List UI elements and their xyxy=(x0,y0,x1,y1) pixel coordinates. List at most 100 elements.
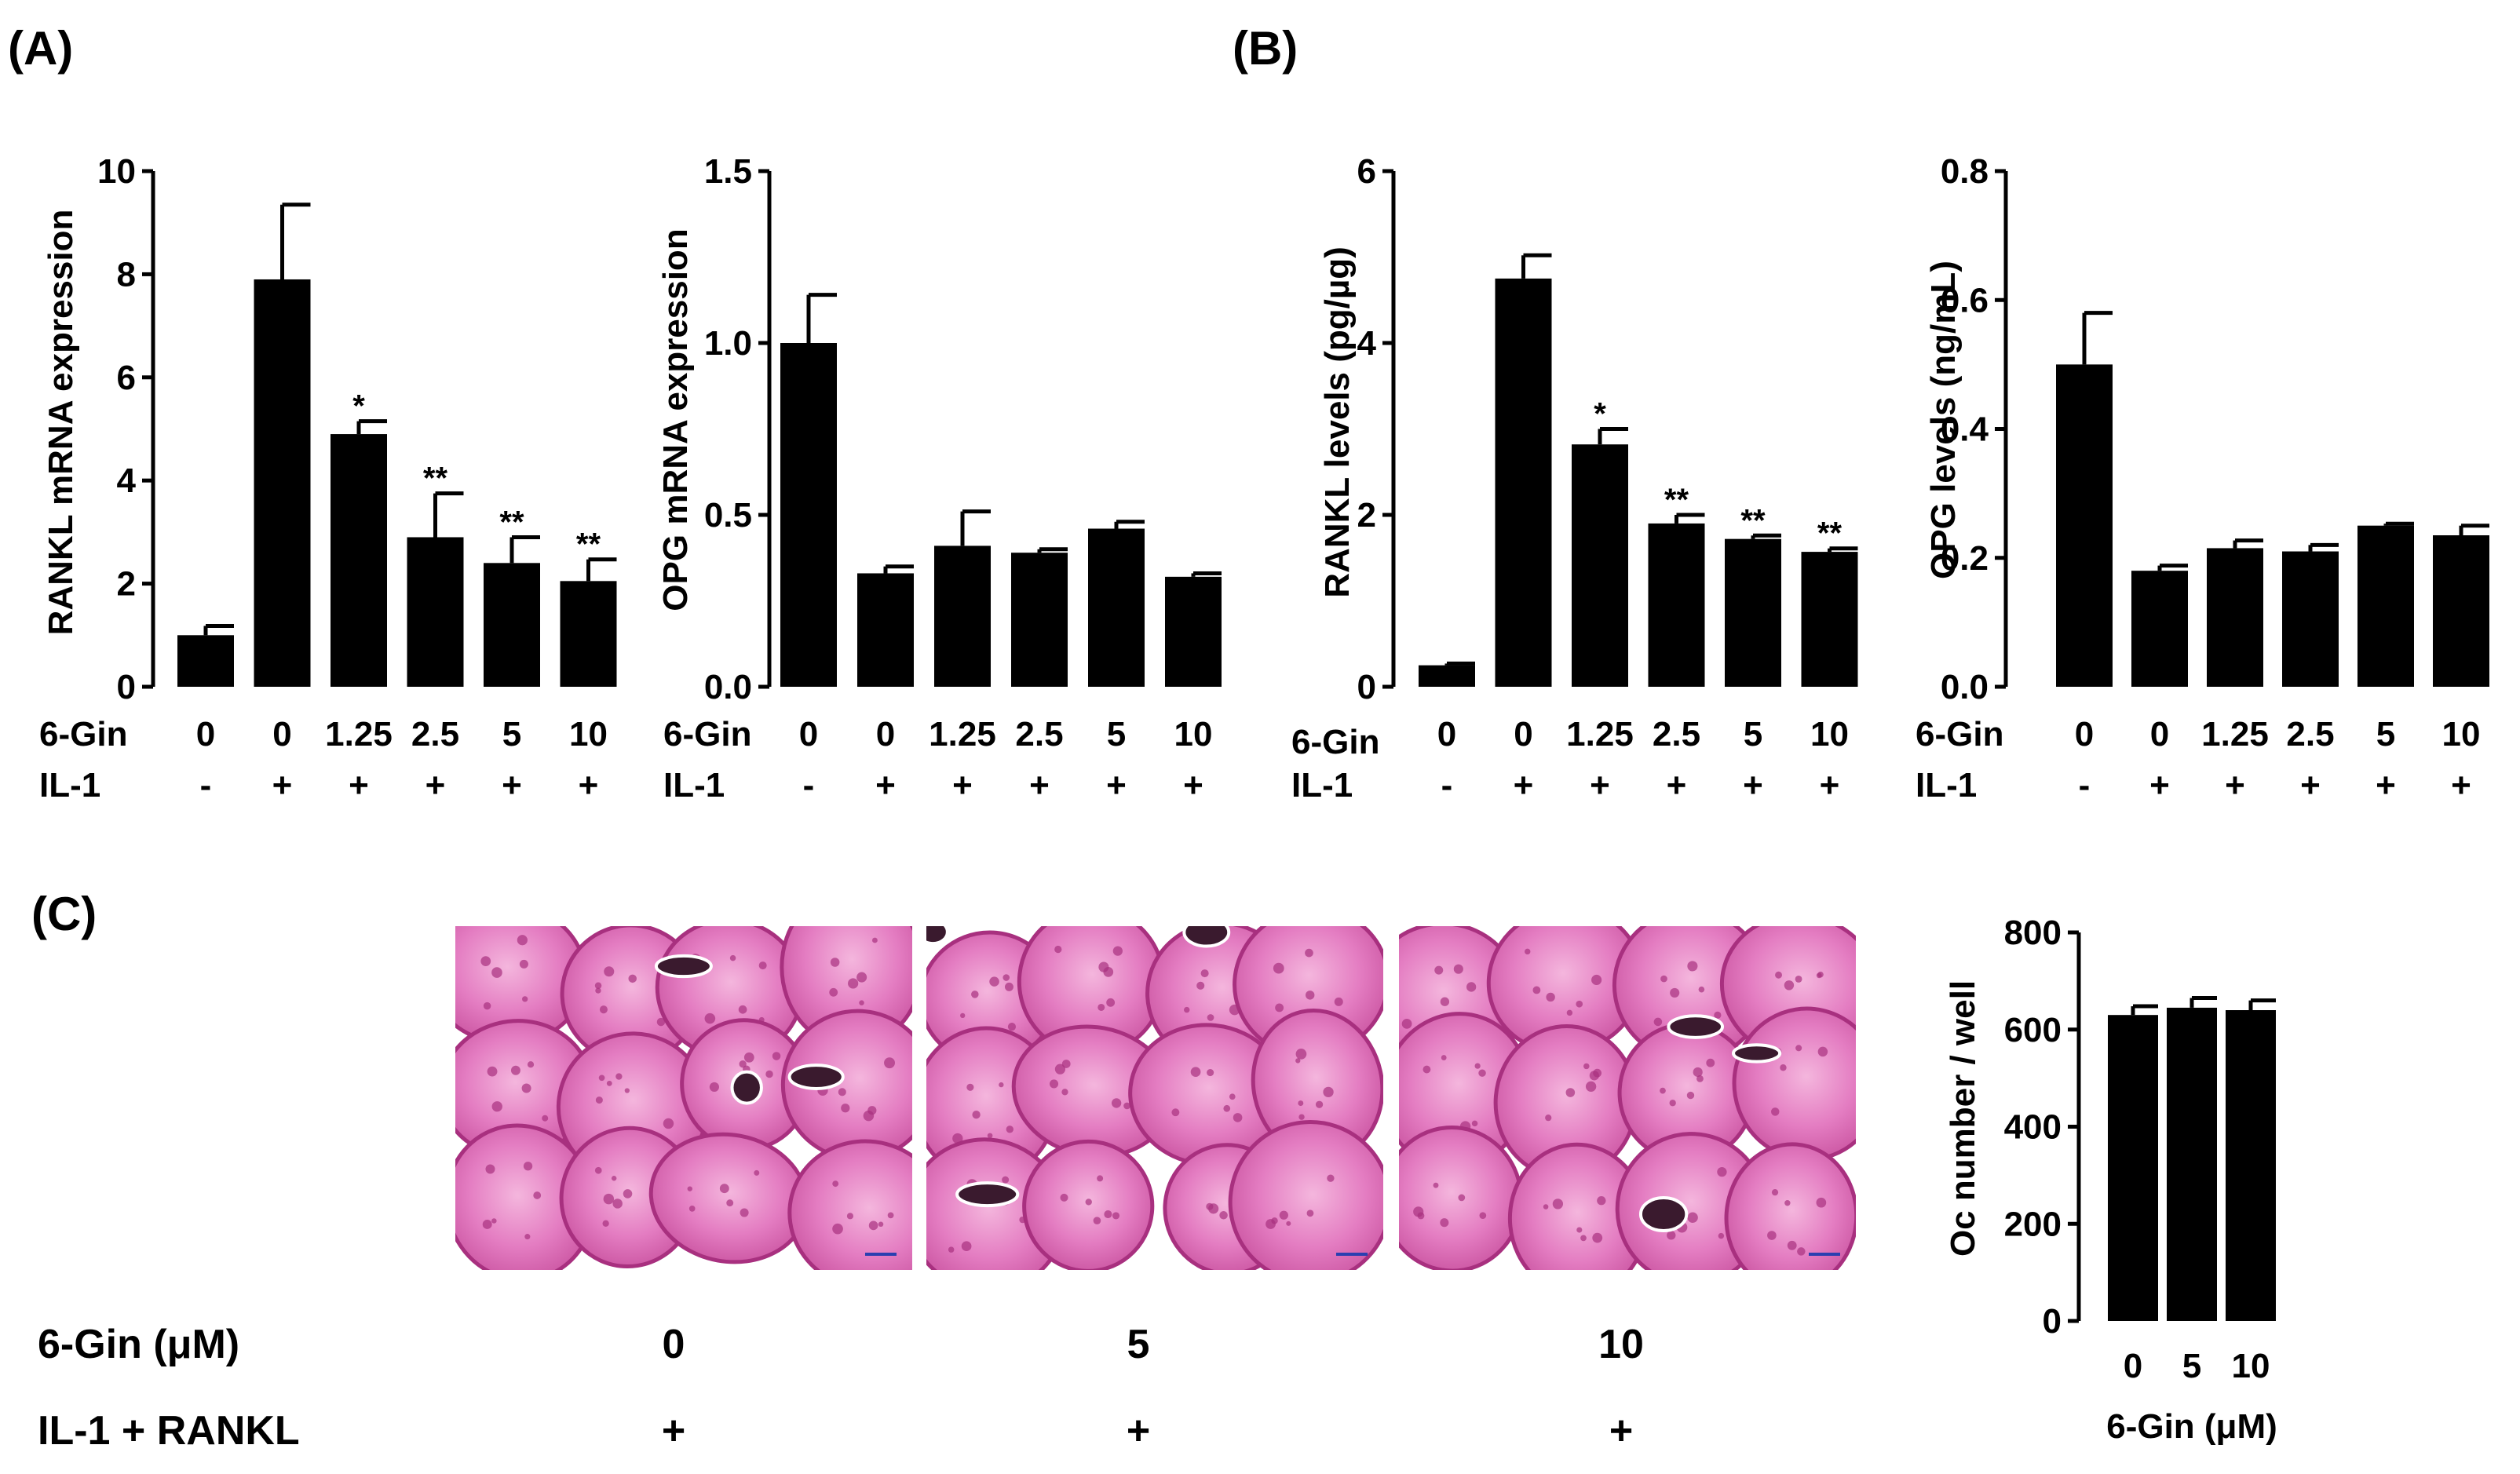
chart-rankl-levels-tick-label: 4 xyxy=(1357,324,1377,363)
cell-nucleus xyxy=(1795,1045,1802,1052)
cell-nucleus xyxy=(1471,1120,1478,1127)
chart-oc-number-ylabel: Oc number / well xyxy=(1944,980,1982,1257)
chart-opg-mrna-conditions: 6-Gin IL-1 - + + + + + xyxy=(663,715,1203,804)
cell-nucleus xyxy=(1458,1194,1466,1202)
chart-rankl-mrna: RANKL mRNA expression 0 2 4 6 8 10 0 0 * 1.25 ** 2… xyxy=(39,152,617,804)
chart-opg-mrna-bar xyxy=(780,343,837,687)
chart-opg-mrna-il1-marker: + xyxy=(1029,766,1050,804)
cell-nucleus xyxy=(1817,1046,1828,1057)
cell-nucleus xyxy=(1006,1126,1013,1133)
cell-nucleus xyxy=(1423,1065,1431,1074)
cell-nucleus xyxy=(624,1088,630,1093)
cell-nucleus xyxy=(1714,1011,1722,1019)
cell-nucleus xyxy=(1106,998,1116,1007)
cell-nucleus xyxy=(989,976,999,987)
chart-rankl-mrna-tick-label: 0 xyxy=(117,668,136,706)
cell-nucleus xyxy=(1171,1108,1180,1117)
chart-opg-levels-bars: 0 0 1.25 2.5 5 10 xyxy=(2056,311,2489,753)
chart-rankl-levels-category-label: 0 xyxy=(1514,715,1532,753)
cell-nucleus xyxy=(1002,1176,1010,1184)
cell-nucleus xyxy=(1552,1199,1564,1209)
cell-nucleus xyxy=(491,1218,497,1224)
cell-nucleus xyxy=(1576,1000,1583,1008)
cell-nucleus xyxy=(599,1005,608,1014)
cell-nucleus xyxy=(1784,980,1795,991)
chart-rankl-levels-il1-marker: + xyxy=(1590,766,1610,804)
cell-nucleus xyxy=(1112,946,1123,956)
chart-rankl-mrna-bar xyxy=(560,581,617,687)
chart-oc-number-tick-label: 600 xyxy=(2004,1011,2062,1049)
micrograph-dose-label-1: 5 xyxy=(1127,1322,1150,1367)
chart-opg-mrna: OPG mRNA expression 0.0 0.5 1.0 1.5 0 0 1.25 2… xyxy=(656,152,1222,804)
chart-rankl-mrna-tick-label: 2 xyxy=(117,565,136,604)
chart-rankl-mrna-significance: ** xyxy=(576,527,601,562)
chart-opg-mrna-bar xyxy=(934,545,991,687)
chart-rankl-mrna-conditions: 6-Gin IL-1 - + + + + + xyxy=(39,715,598,804)
chart-opg-levels-il1-marker: + xyxy=(2225,766,2245,804)
cell-nucleus xyxy=(848,978,859,989)
cell-nucleus xyxy=(524,1234,531,1240)
cell-nucleus xyxy=(1441,1055,1447,1060)
cell-nucleus xyxy=(1305,948,1313,958)
chart-rankl-mrna-il1-marker: + xyxy=(272,766,293,804)
chart-opg-levels-il1-marker: - xyxy=(2079,766,2091,804)
cell-nucleus xyxy=(1717,1167,1727,1177)
cell-nucleus xyxy=(1295,1058,1301,1064)
cell-nucleus xyxy=(603,1193,615,1205)
cell-nucleus xyxy=(1229,1093,1236,1100)
cell-nucleus xyxy=(1003,974,1010,981)
chart-oc-number-tick-label: 400 xyxy=(2004,1108,2062,1147)
chart-oc-number-bar xyxy=(2108,1015,2158,1321)
cell-nucleus xyxy=(1660,1087,1666,1094)
cell-nucleus xyxy=(729,954,736,961)
chart-opg-levels-category-label: 5 xyxy=(2376,715,2395,753)
cell-nucleus xyxy=(491,1101,502,1112)
chart-opg-mrna-tick-label: 0.0 xyxy=(704,668,752,706)
micrograph-row2-label: IL-1 + RANKL xyxy=(38,1408,300,1454)
chart-rankl-levels-significance: ** xyxy=(1664,483,1689,517)
cell-nucleus xyxy=(1298,1100,1304,1107)
chart-opg-levels-il1-marker: + xyxy=(2376,766,2396,804)
chart-oc-number-bar xyxy=(2167,1007,2217,1321)
cell-nucleus xyxy=(1279,1210,1288,1220)
chart-oc-number-bars: 0 5 10 xyxy=(2108,996,2276,1385)
chart-rankl-mrna-il1-marker: + xyxy=(425,766,446,804)
chart-opg-mrna-row1-label: 6-Gin xyxy=(663,715,751,753)
cell-nucleus xyxy=(1693,1067,1703,1078)
chart-opg-mrna-yaxis: 0.0 0.5 1.0 1.5 xyxy=(704,152,772,706)
chart-rankl-mrna-ylabel: RANKL mRNA expression xyxy=(42,210,80,636)
chart-opg-levels-bar xyxy=(2282,551,2339,687)
chart-rankl-mrna-category-label: 5 xyxy=(502,715,521,753)
cell-nucleus xyxy=(1660,975,1667,983)
chart-rankl-levels-tick-label: 0 xyxy=(1357,668,1376,706)
cell-nucleus xyxy=(1061,1089,1068,1096)
chart-oc-number-tick-label: 0 xyxy=(2043,1302,2062,1341)
cell-nucleus xyxy=(612,1199,623,1209)
chart-rankl-mrna-tick-label: 6 xyxy=(117,359,136,397)
cell-nucleus xyxy=(1295,1049,1307,1060)
cell-nucleus xyxy=(878,1221,884,1228)
chart-opg-levels-category-label: 0 xyxy=(2075,715,2094,753)
chart-rankl-mrna-category-label: 0 xyxy=(196,715,215,753)
chart-opg-mrna-il1-marker: + xyxy=(1106,766,1127,804)
cell-nucleus xyxy=(1771,1107,1780,1116)
cell-nucleus xyxy=(841,1104,850,1113)
cell-nucleus xyxy=(1305,991,1315,1000)
chart-rankl-levels-bar xyxy=(1572,444,1628,687)
chart-rankl-mrna-tick-label: 4 xyxy=(117,462,137,500)
cell-nucleus xyxy=(1184,1006,1190,1013)
cell-nucleus xyxy=(483,1002,491,1010)
cell-nucleus xyxy=(1093,1217,1101,1225)
chart-opg-mrna-bar xyxy=(1088,528,1145,687)
cell-nucleus xyxy=(987,1133,993,1139)
chart-rankl-levels-category-label: 10 xyxy=(1810,715,1849,753)
cell-nucleus xyxy=(738,1005,747,1014)
cell-nucleus xyxy=(519,959,528,969)
cell-nucleus xyxy=(1453,964,1463,974)
chart-opg-levels-category-label: 0 xyxy=(2150,715,2169,753)
micrograph-dose-label-0: 0 xyxy=(663,1322,685,1367)
cell-nucleus xyxy=(1306,1209,1314,1217)
chart-opg-mrna-category-label: 10 xyxy=(1174,715,1213,753)
cell-nucleus xyxy=(948,1246,955,1253)
chart-rankl-mrna-bar xyxy=(407,537,464,687)
